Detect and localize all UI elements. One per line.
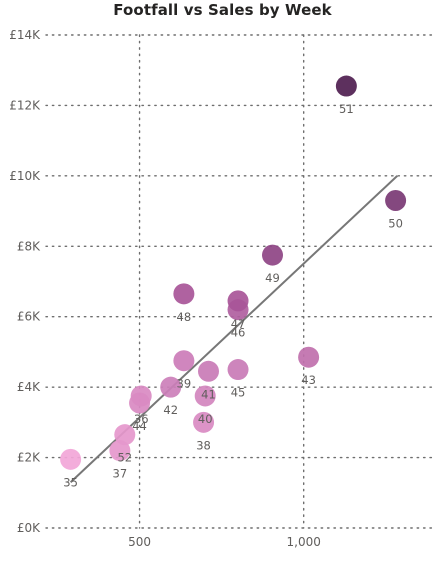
- data-point[interactable]: [262, 244, 284, 266]
- y-tick-label: £6K: [17, 310, 41, 324]
- data-label: 37: [113, 467, 128, 481]
- data-label: 49: [265, 271, 280, 285]
- y-tick-label: £4K: [17, 380, 41, 394]
- data-point[interactable]: [335, 75, 357, 97]
- data-label: 45: [231, 386, 246, 400]
- data-point[interactable]: [60, 448, 82, 470]
- y-tick-label: £10K: [9, 169, 41, 183]
- data-point[interactable]: [160, 376, 182, 398]
- data-label: 47: [231, 317, 246, 331]
- y-tick-label: £12K: [9, 98, 41, 112]
- data-label: 40: [198, 412, 213, 426]
- data-point[interactable]: [109, 440, 131, 462]
- data-point[interactable]: [227, 290, 249, 312]
- data-point[interactable]: [194, 385, 216, 407]
- data-point[interactable]: [173, 350, 195, 372]
- data-point[interactable]: [114, 424, 136, 446]
- data-point[interactable]: [129, 392, 151, 414]
- data-label: 39: [177, 377, 192, 391]
- data-label: 52: [117, 451, 132, 465]
- data-points: [60, 75, 407, 470]
- data-point[interactable]: [385, 190, 407, 212]
- y-tick-label: £2K: [17, 451, 41, 465]
- data-label: 51: [339, 102, 354, 116]
- data-label: 44: [132, 419, 147, 433]
- data-point[interactable]: [298, 346, 320, 368]
- data-point[interactable]: [173, 283, 195, 305]
- data-label: 48: [177, 310, 192, 324]
- y-tick-label: £8K: [17, 239, 41, 253]
- data-label: 46: [231, 326, 246, 340]
- data-point[interactable]: [193, 411, 215, 433]
- y-tick-label: £14K: [9, 28, 41, 42]
- data-label: 41: [201, 387, 216, 401]
- data-label: 50: [388, 217, 403, 231]
- data-label: 35: [63, 475, 78, 489]
- grid-lines: [45, 34, 436, 529]
- data-label: 36: [134, 412, 149, 426]
- data-point[interactable]: [197, 360, 219, 382]
- x-tick-label: 1,000: [287, 535, 321, 549]
- data-point[interactable]: [227, 359, 249, 381]
- chart-title: Footfall vs Sales by Week: [113, 1, 332, 19]
- data-label: 38: [196, 438, 211, 452]
- y-tick-label: £0K: [17, 521, 41, 535]
- axis-ticks: £0K £2K £4K £6K £8K £10K £12K £14K 500 1,000: [9, 28, 321, 549]
- x-tick-label: 500: [128, 535, 151, 549]
- data-label: 43: [301, 373, 316, 387]
- data-label: 42: [163, 403, 178, 417]
